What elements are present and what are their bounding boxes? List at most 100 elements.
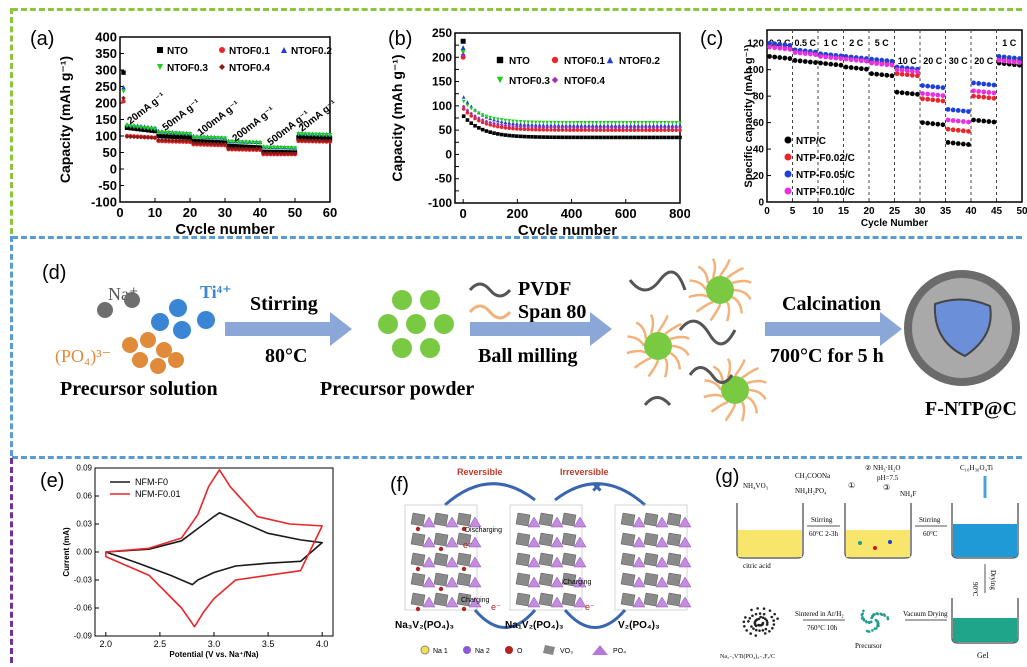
data-point bbox=[961, 109, 966, 114]
data-point bbox=[507, 119, 511, 123]
data-point bbox=[971, 118, 976, 123]
precursor-particle bbox=[706, 276, 734, 304]
ion-po4-label: (PO₄)³⁻ bbox=[55, 346, 111, 367]
data-point bbox=[659, 136, 663, 140]
data-point bbox=[813, 60, 818, 65]
surfactant-chain bbox=[658, 315, 667, 332]
vo-octahedron bbox=[457, 513, 471, 526]
data-point bbox=[663, 121, 667, 125]
data-point bbox=[905, 68, 910, 73]
beaker-4-liquid bbox=[953, 618, 1017, 642]
vo-octahedron bbox=[667, 553, 681, 566]
po4-tetrahedron bbox=[423, 557, 435, 567]
data-point bbox=[523, 135, 527, 139]
na-ion bbox=[416, 607, 420, 611]
vo-octahedron bbox=[621, 513, 635, 526]
product-dot bbox=[745, 629, 748, 632]
x-tick-label: 800 bbox=[669, 206, 690, 221]
data-point bbox=[534, 135, 538, 139]
data-point bbox=[941, 85, 946, 90]
precursor-g-label: Precursor bbox=[855, 642, 882, 650]
beaker-3-liquid bbox=[953, 524, 1017, 557]
legend-label: NTP-F0.10/C bbox=[796, 187, 855, 198]
data-point bbox=[614, 136, 618, 140]
product-dot bbox=[769, 609, 772, 612]
data-point bbox=[925, 121, 930, 126]
electron-label: e⁻ bbox=[585, 602, 595, 612]
product-g-label: Na₃₋ₓVTi(PO₄)₃₋ₓFₓ/C bbox=[720, 653, 775, 660]
vo-octahedron bbox=[644, 553, 658, 566]
data-point bbox=[966, 120, 971, 125]
y-tick-label: 250 bbox=[95, 79, 117, 94]
surfactant-chain bbox=[689, 295, 708, 297]
phase3-label: V₂(PO₄)₃ bbox=[618, 620, 660, 631]
data-point bbox=[644, 136, 648, 140]
data-point bbox=[956, 108, 961, 113]
data-point bbox=[461, 39, 466, 44]
legend-marker bbox=[157, 47, 163, 53]
data-point bbox=[561, 136, 565, 140]
surfactant-chain bbox=[747, 397, 757, 413]
powder-particle bbox=[392, 338, 412, 358]
ion-na bbox=[124, 292, 140, 308]
data-point bbox=[549, 135, 553, 139]
x-axis-label: Potential (V vs. Na⁺/Na) bbox=[169, 650, 258, 659]
data-point bbox=[648, 136, 652, 140]
ion-ti bbox=[151, 313, 169, 331]
data-point bbox=[930, 92, 935, 97]
data-point bbox=[869, 61, 874, 66]
y-tick-label: -100 bbox=[91, 194, 117, 209]
data-point bbox=[910, 69, 915, 74]
y-tick-label: 400 bbox=[95, 29, 117, 44]
vo-octahedron bbox=[411, 533, 425, 546]
legend-marker bbox=[552, 57, 558, 63]
surfactant-chain bbox=[627, 337, 644, 346]
data-point bbox=[469, 107, 473, 111]
data-point bbox=[610, 121, 614, 125]
surfactant-chain bbox=[670, 353, 680, 369]
data-point bbox=[772, 55, 777, 60]
data-point bbox=[1007, 59, 1012, 64]
y-tick-label: 0 bbox=[758, 197, 764, 208]
data-point bbox=[946, 127, 951, 132]
legend-label: NFM-F0.01 bbox=[135, 489, 181, 499]
data-point bbox=[678, 136, 682, 140]
vo-octahedron bbox=[516, 533, 530, 546]
po4-tetrahedron bbox=[633, 517, 645, 527]
y-tick-label: 200 bbox=[432, 50, 452, 64]
na-ion bbox=[416, 567, 420, 571]
nh4f-label: NH₄F bbox=[900, 490, 917, 498]
vo-octahedron bbox=[539, 593, 553, 606]
data-point bbox=[803, 51, 808, 56]
data-point bbox=[549, 121, 553, 125]
precursor-dot bbox=[870, 620, 873, 623]
surfactant-chain bbox=[636, 323, 646, 339]
x-axis-label: Cycle number bbox=[175, 221, 274, 235]
surfactant-chain bbox=[711, 304, 720, 321]
product-dot bbox=[748, 617, 751, 620]
data-point bbox=[515, 120, 519, 124]
vo-octahedron bbox=[411, 593, 425, 606]
ion-ti bbox=[197, 311, 215, 329]
na-ion bbox=[462, 567, 466, 571]
data-point bbox=[986, 119, 991, 124]
x-tick-label: 30 bbox=[914, 206, 926, 217]
electron-label: e⁻ bbox=[463, 540, 473, 550]
beaker-1-liquid bbox=[738, 530, 802, 557]
data-point bbox=[839, 63, 844, 68]
legend-marker bbox=[552, 77, 558, 83]
vo-octahedron bbox=[434, 573, 448, 586]
data-point bbox=[629, 136, 633, 140]
vo-octahedron bbox=[667, 573, 681, 586]
legend-po4: PO₄ bbox=[613, 648, 626, 655]
data-point bbox=[485, 129, 489, 133]
data-point bbox=[946, 118, 951, 123]
powder-particle bbox=[392, 290, 412, 310]
data-point bbox=[591, 121, 595, 125]
data-point bbox=[640, 121, 644, 125]
x-tick-label: 30 bbox=[218, 205, 232, 220]
po4-tetrahedron bbox=[656, 557, 668, 567]
legend-marker bbox=[607, 57, 613, 63]
y-tick-label: -100 bbox=[428, 196, 452, 210]
data-point bbox=[986, 95, 991, 100]
